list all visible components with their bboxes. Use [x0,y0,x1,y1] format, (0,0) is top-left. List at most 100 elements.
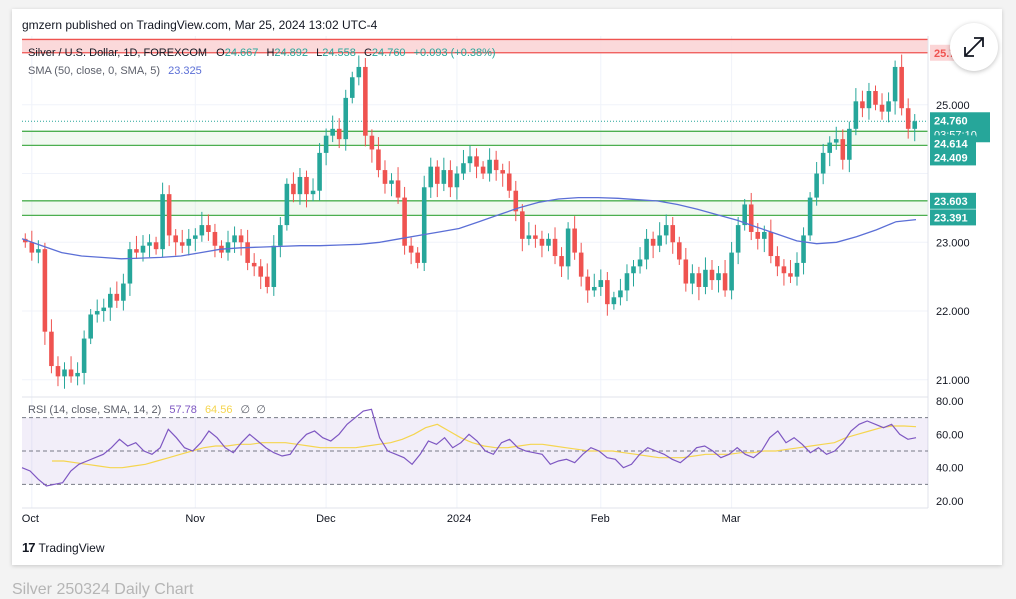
candle [513,180,519,222]
candle [788,259,793,284]
candle-body [716,273,721,281]
candle-body [781,266,787,274]
candle-body [317,152,322,191]
candle-body [75,372,80,377]
support-zone-1 [22,131,928,146]
candle [709,259,715,290]
candle-body [801,235,806,263]
rsi-tick-label: 40.00 [936,463,964,475]
candle-body [382,170,388,184]
candle [408,237,414,265]
rsi-legend-value: 57.78 [169,404,197,416]
candle-body [663,225,669,236]
candles [22,54,918,389]
candle [899,54,904,116]
candle-body [343,97,349,140]
candle [644,229,649,270]
candle-body [356,66,362,78]
candle-body [179,242,185,246]
candle [716,266,721,293]
price-chart[interactable]: Silver / U.S. Dollar, 1D, FOREXCOM O24.6… [12,9,1002,565]
candle [729,241,734,300]
candle [134,235,139,259]
candle [775,246,780,277]
tradingview-logo[interactable]: 17 TradingView [22,540,105,555]
svg-text:SMA (50, close, 0, SMA, 5): SMA (50, close, 0, SMA, 5) 23.325 [28,65,202,77]
candle-body [330,128,335,136]
candle-body [722,273,728,291]
candle-body [833,139,839,143]
candle-body [690,273,695,284]
rsi-legend: RSI (14, close, SMA, 14, 2) 57.78 64.56 … [28,404,266,416]
candle [382,160,388,194]
candle [807,192,813,241]
candle [637,247,643,274]
candle-body [369,135,375,150]
candle-body [245,242,250,263]
candle [376,137,381,178]
candle-body [297,176,303,195]
candle-body [441,170,447,184]
candle [493,150,499,181]
expand-arrows-icon [964,37,984,57]
candle-body [448,170,453,188]
candle-body [775,256,780,267]
grid-lines [22,104,928,381]
candle [781,259,787,286]
expand-button[interactable] [950,23,998,71]
tradingview-logo-mark: 17 [22,540,36,555]
candle [631,259,636,287]
svg-text:RSI (14, close, SMA, 14, 2): RSI (14, close, SMA, 14, 2) 57.78 64.56 … [28,404,266,416]
candle [546,233,551,252]
candle-body [395,180,401,198]
candle [284,178,290,231]
candle [696,266,702,301]
candle-body [284,183,290,226]
rsi-tick-label: 80.00 [936,396,964,408]
candle [873,85,878,111]
candle-body [363,66,368,136]
candle-body [762,231,767,239]
candle [29,230,35,261]
candle-body [415,252,420,263]
candle-body [683,259,689,284]
candle-body [474,156,479,167]
candle [879,93,885,120]
candle-body [264,276,270,287]
candle-body [912,121,918,129]
rsi-axis: 80.00 60.00 40.00 20.00 [936,396,964,508]
candle-body [238,235,244,243]
resistance-zone [22,39,928,53]
candle [578,242,584,287]
tag-zone-bg [930,192,976,209]
candle [905,98,911,139]
candle [840,129,846,170]
candle [650,231,656,259]
candle [310,178,316,202]
svg-text:Silver / U.S. Dollar, 1D, FORE: Silver / U.S. Dollar, 1D, FOREXCOM O24.6… [28,47,496,59]
candle [860,90,865,118]
candle [81,330,87,385]
candle-body [526,235,532,239]
candle [683,247,689,292]
candle [487,148,492,182]
candle [461,149,466,180]
candle-body [251,262,257,267]
tag-zone-4: 23.391 [934,212,968,224]
legend-close-label: C [364,47,372,59]
candle [611,291,617,310]
candle [101,298,107,322]
candle-body [520,211,525,239]
candle-body [814,173,819,198]
candle [160,182,165,258]
candle-body [55,366,61,377]
candle-body [349,77,355,98]
candle-body [565,228,571,267]
candle-body [768,231,774,257]
candle [474,148,479,179]
candle [703,257,708,295]
price-tags: 25.75624.76003:57:1024.61424.40923.60323… [930,44,990,226]
tag-zone-3: 23.603 [934,196,968,208]
candle [794,252,800,286]
candle [108,287,113,321]
